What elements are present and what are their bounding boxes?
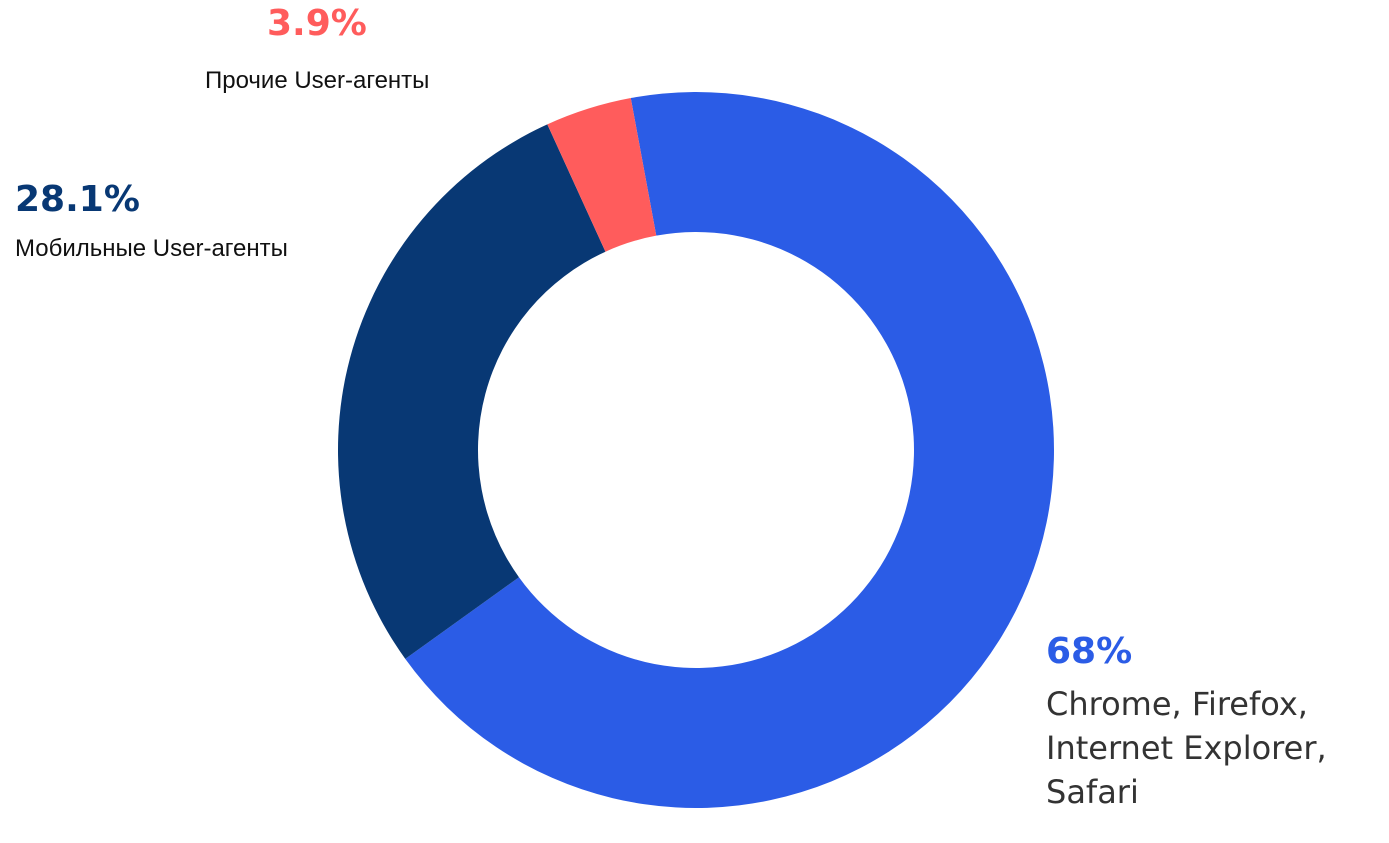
slice-value-label-other: 3.9% — [267, 3, 367, 44]
slice-name-label-other: Прочие User-агенты — [205, 67, 430, 94]
label-mobile-user-agents: 28.1% Мобильные User-агенты — [15, 180, 375, 264]
slice-value-label-desktop: 68% — [1046, 631, 1133, 672]
label-other-user-agents: 3.9% Прочие User-агенты — [205, 4, 505, 96]
slice-name-label-mobile: Мобильные User-агенты — [15, 235, 288, 262]
slice-value-label-mobile: 28.1% — [15, 179, 140, 220]
slice-name-label-desktop: Chrome, Firefox, Internet Explorer, Safa… — [1046, 685, 1327, 811]
donut-slice-1 — [338, 124, 606, 659]
donut-slice-0 — [405, 92, 1054, 809]
donut-slices — [338, 92, 1054, 809]
donut-slice-2 — [547, 97, 657, 252]
label-desktop-browsers: 68% Chrome, Firefox, Internet Explorer, … — [1046, 632, 1376, 814]
